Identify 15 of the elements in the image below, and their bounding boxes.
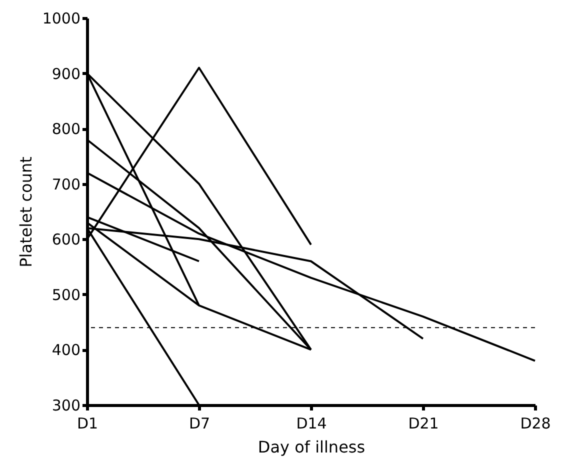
y-tick-label: 1000 — [42, 10, 80, 28]
x-tick-label: D14 — [296, 414, 327, 432]
y-tick-label: 300 — [52, 396, 80, 414]
y-tick-label: 800 — [52, 120, 80, 138]
x-tick-label: D21 — [408, 414, 439, 432]
y-tick-label: 600 — [52, 230, 80, 249]
x-tick-label: D1 — [76, 414, 98, 432]
y-tick-label: 700 — [52, 175, 80, 194]
x-tick-label: D7 — [188, 414, 210, 432]
x-axis-title: Day of illness — [258, 438, 366, 456]
y-tick-label: 900 — [52, 64, 80, 83]
y-tick-label: 500 — [52, 286, 80, 304]
y-axis-title: Platelet count — [16, 156, 36, 268]
x-tick-label: D28 — [520, 414, 551, 432]
y-tick-label: 400 — [52, 341, 80, 360]
